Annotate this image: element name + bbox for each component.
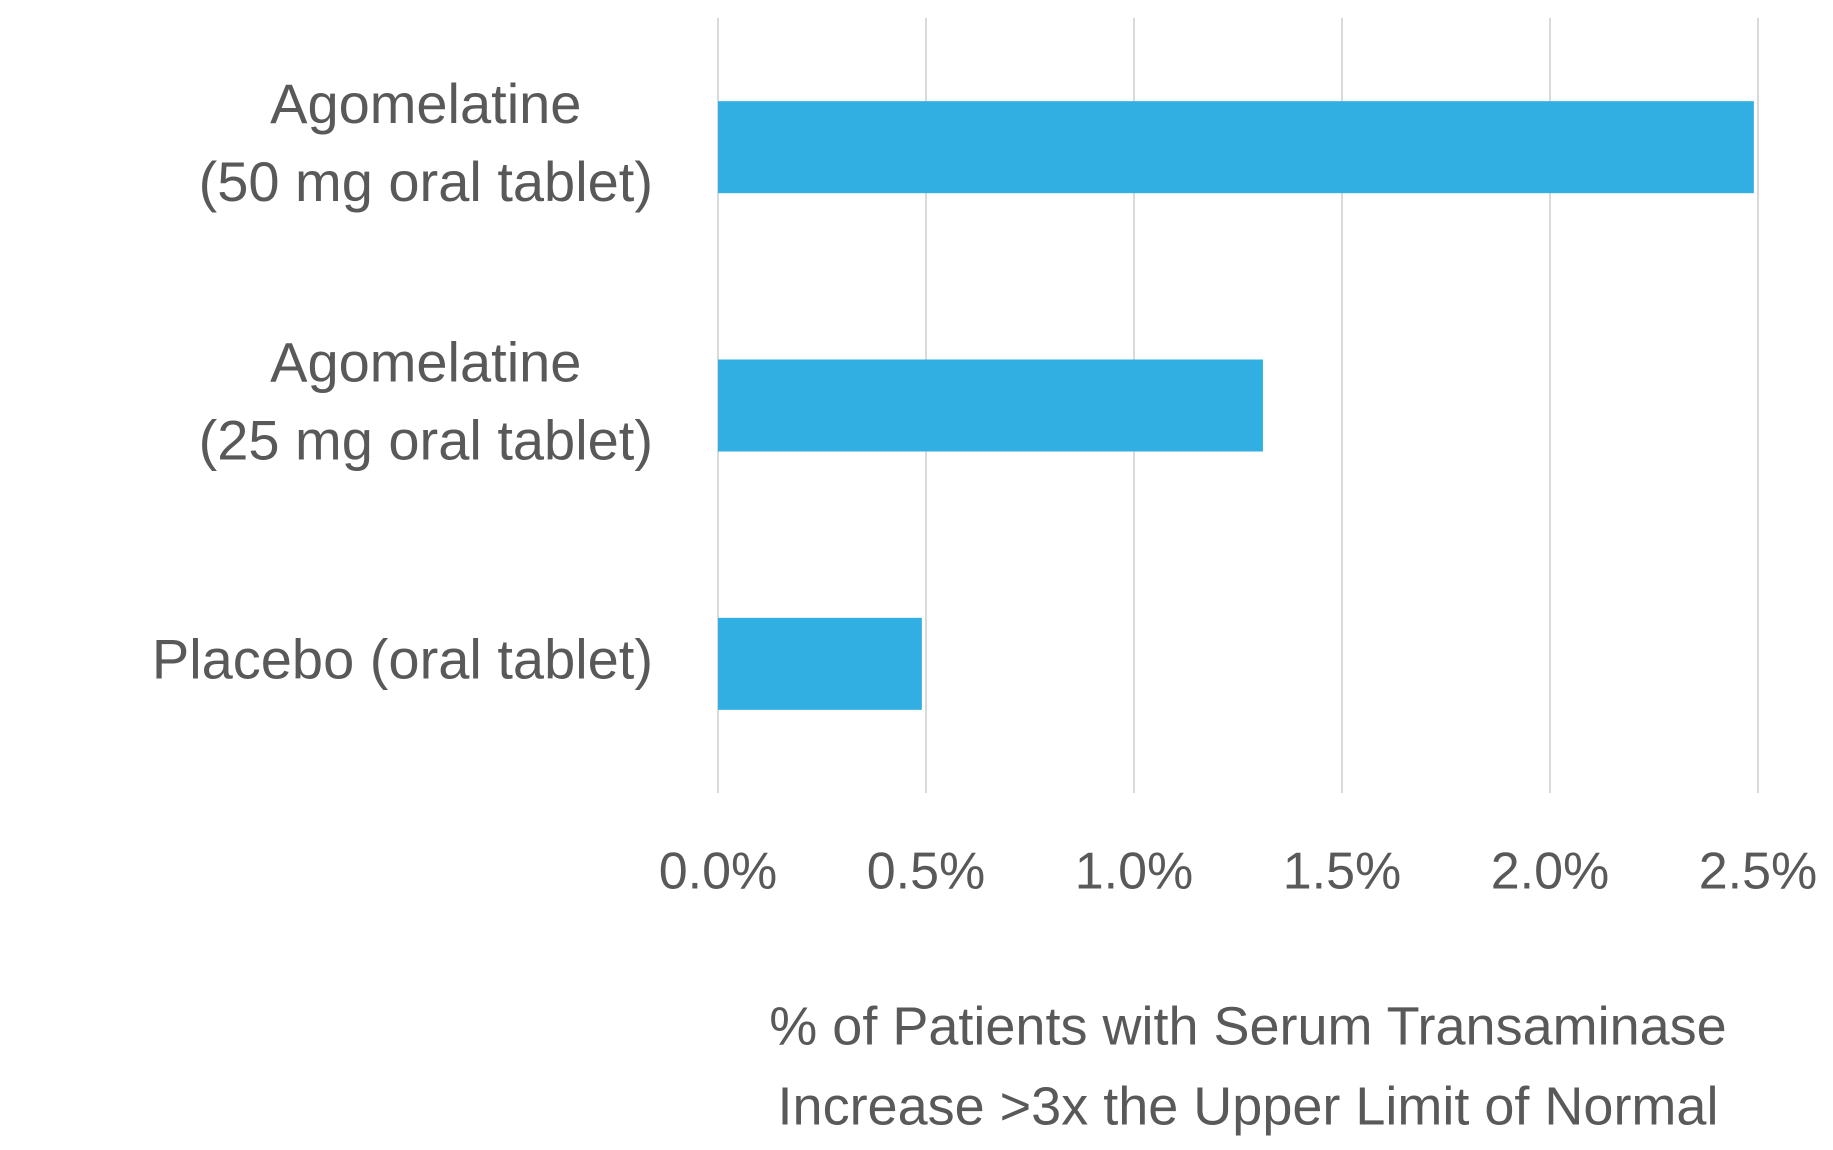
x-tick-label: 2.5%: [1699, 843, 1818, 901]
x-tick-label: 0.5%: [867, 843, 986, 901]
x-axis-label: Increase >3x the Upper Limit of Normal: [778, 1076, 1719, 1136]
category-label: Agomelatine: [270, 72, 581, 135]
category-label: (25 mg oral tablet): [199, 408, 653, 471]
x-tick-label: 2.0%: [1491, 843, 1610, 901]
x-tick-label: 1.5%: [1283, 843, 1402, 901]
bar: [718, 101, 1754, 194]
x-tick-label: 0.0%: [659, 843, 778, 901]
category-label: Placebo (oral tablet): [152, 628, 653, 691]
bar: [718, 359, 1263, 452]
x-axis-label: % of Patients with Serum Transaminase: [769, 996, 1726, 1056]
bar: [718, 617, 922, 710]
category-label: Agomelatine: [270, 330, 581, 393]
category-label: (50 mg oral tablet): [199, 150, 653, 213]
x-tick-label: 1.0%: [1075, 843, 1194, 901]
